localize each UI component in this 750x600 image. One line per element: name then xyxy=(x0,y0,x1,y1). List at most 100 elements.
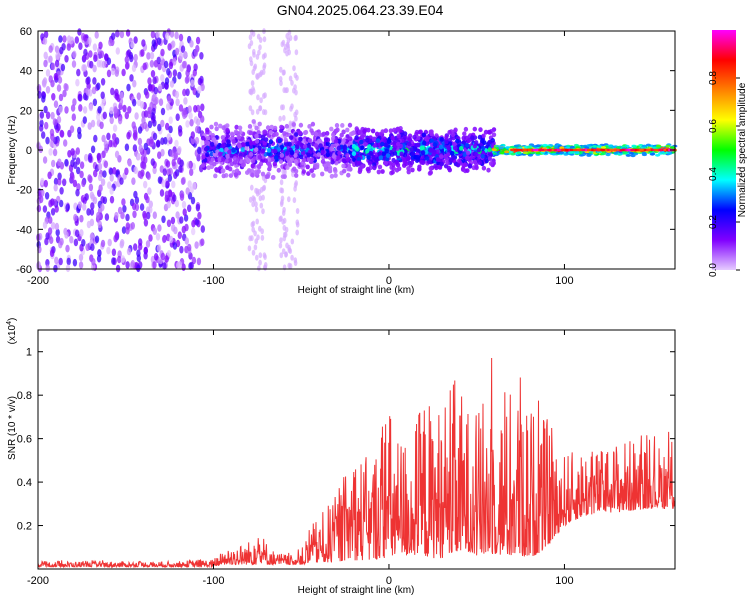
heatmap-cell xyxy=(149,60,155,68)
heatmap-cell xyxy=(455,162,461,168)
heatmap-cell xyxy=(224,158,229,164)
heatmap-cell xyxy=(93,169,98,178)
heatmap-cell xyxy=(291,171,295,178)
heatmap-cell xyxy=(63,83,68,91)
x-tick-label: 0 xyxy=(386,275,392,287)
heatmap-cell xyxy=(255,190,260,197)
heatmap-cell xyxy=(425,156,430,161)
heatmap-cell xyxy=(194,218,200,226)
heatmap-cell xyxy=(45,264,50,273)
heatmap-cell xyxy=(125,261,130,269)
heatmap-cell xyxy=(428,170,433,176)
heatmap-cell xyxy=(266,151,271,157)
heatmap-cell xyxy=(280,41,285,48)
heatmap-cell xyxy=(251,30,256,37)
y-tick-label: 60 xyxy=(20,26,32,38)
heatmap-cell xyxy=(162,168,167,176)
heatmap-cell xyxy=(253,244,258,251)
heatmap-cell xyxy=(117,255,122,264)
heatmap-cell xyxy=(513,148,519,152)
heatmap-cell xyxy=(182,107,187,116)
heatmap-cell xyxy=(254,238,258,245)
heatmap-cell xyxy=(354,135,359,141)
heatmap-cell xyxy=(54,222,60,231)
heatmap-cell xyxy=(257,265,261,272)
heatmap-cell xyxy=(175,211,180,219)
spectrogram-y-label: Frequency (Hz) xyxy=(7,116,18,185)
heatmap-cell xyxy=(374,131,380,137)
heatmap-cell xyxy=(481,145,486,151)
heatmap-cell xyxy=(262,36,267,43)
heatmap-cell xyxy=(200,238,205,246)
heatmap-cell xyxy=(92,43,98,51)
heatmap-cell xyxy=(600,148,605,152)
heatmap-cell xyxy=(465,150,471,156)
heatmap-cell xyxy=(299,154,304,160)
heatmap-cell xyxy=(357,169,362,175)
heatmap-cell xyxy=(179,159,184,167)
heatmap-cell xyxy=(535,144,541,148)
heatmap-cell xyxy=(136,152,141,161)
heatmap-cell xyxy=(112,133,117,141)
heatmap-cell xyxy=(267,163,273,169)
heatmap-cell xyxy=(596,148,602,152)
heatmap-cell xyxy=(516,151,522,155)
heatmap-cell xyxy=(371,136,377,142)
heatmap-cell xyxy=(194,241,199,249)
heatmap-cell xyxy=(137,126,143,134)
heatmap-cell xyxy=(120,255,126,263)
heatmap-cell xyxy=(250,163,255,169)
y-tick-label: 0 xyxy=(26,145,32,157)
heatmap-cell xyxy=(119,177,124,185)
heatmap-cell xyxy=(378,155,383,161)
heatmap-cell xyxy=(257,145,262,151)
heatmap-cell xyxy=(110,87,115,96)
heatmap-cell xyxy=(580,148,586,152)
heatmap-cell xyxy=(54,205,59,213)
heatmap-cell xyxy=(143,156,148,164)
heatmap-cell xyxy=(48,45,53,53)
heatmap-cell xyxy=(96,152,102,161)
heatmap-cell xyxy=(88,183,94,192)
heatmap-cell xyxy=(281,210,286,216)
heatmap-cell xyxy=(234,124,239,130)
heatmap-cell xyxy=(250,168,255,174)
heatmap-cell xyxy=(221,142,226,148)
heatmap-cell xyxy=(47,227,53,235)
heatmap-cell xyxy=(113,234,118,243)
heatmap-cell xyxy=(109,174,114,182)
heatmap-cell xyxy=(48,216,53,224)
heatmap-cell xyxy=(272,161,277,167)
heatmap-cell xyxy=(160,107,166,116)
heatmap-cell xyxy=(214,167,219,173)
heatmap-cell xyxy=(48,55,53,64)
heatmap-cell xyxy=(50,133,55,141)
heatmap-cell xyxy=(180,177,186,185)
heatmap-cell xyxy=(467,138,472,144)
y-tick-label: 40 xyxy=(20,66,32,78)
heatmap-cell xyxy=(472,143,478,149)
heatmap-cell xyxy=(258,252,263,259)
heatmap-cell xyxy=(177,125,183,133)
heatmap-cell xyxy=(401,158,407,163)
heatmap-cell xyxy=(42,221,48,229)
colorbar-bar xyxy=(712,30,736,270)
heatmap-cell xyxy=(563,153,569,156)
heatmap-cell xyxy=(121,226,127,234)
heatmap-cell xyxy=(354,145,359,151)
heatmap-cell xyxy=(43,51,48,60)
heatmap-cell xyxy=(533,148,539,152)
heatmap-cell xyxy=(313,143,319,148)
heatmap-cell xyxy=(98,41,103,50)
heatmap-cell xyxy=(147,120,153,129)
heatmap-cell xyxy=(150,70,156,78)
heatmap-cell xyxy=(59,187,64,195)
heatmap-cell xyxy=(279,128,284,134)
heatmap-cell xyxy=(53,177,59,186)
heatmap-cell xyxy=(279,187,283,194)
heatmap-cell xyxy=(75,188,80,197)
heatmap-cell xyxy=(392,151,398,156)
heatmap-cell xyxy=(142,212,148,221)
heatmap-cell xyxy=(87,155,93,163)
colorbar-tick-label: 0.4 xyxy=(708,167,719,181)
